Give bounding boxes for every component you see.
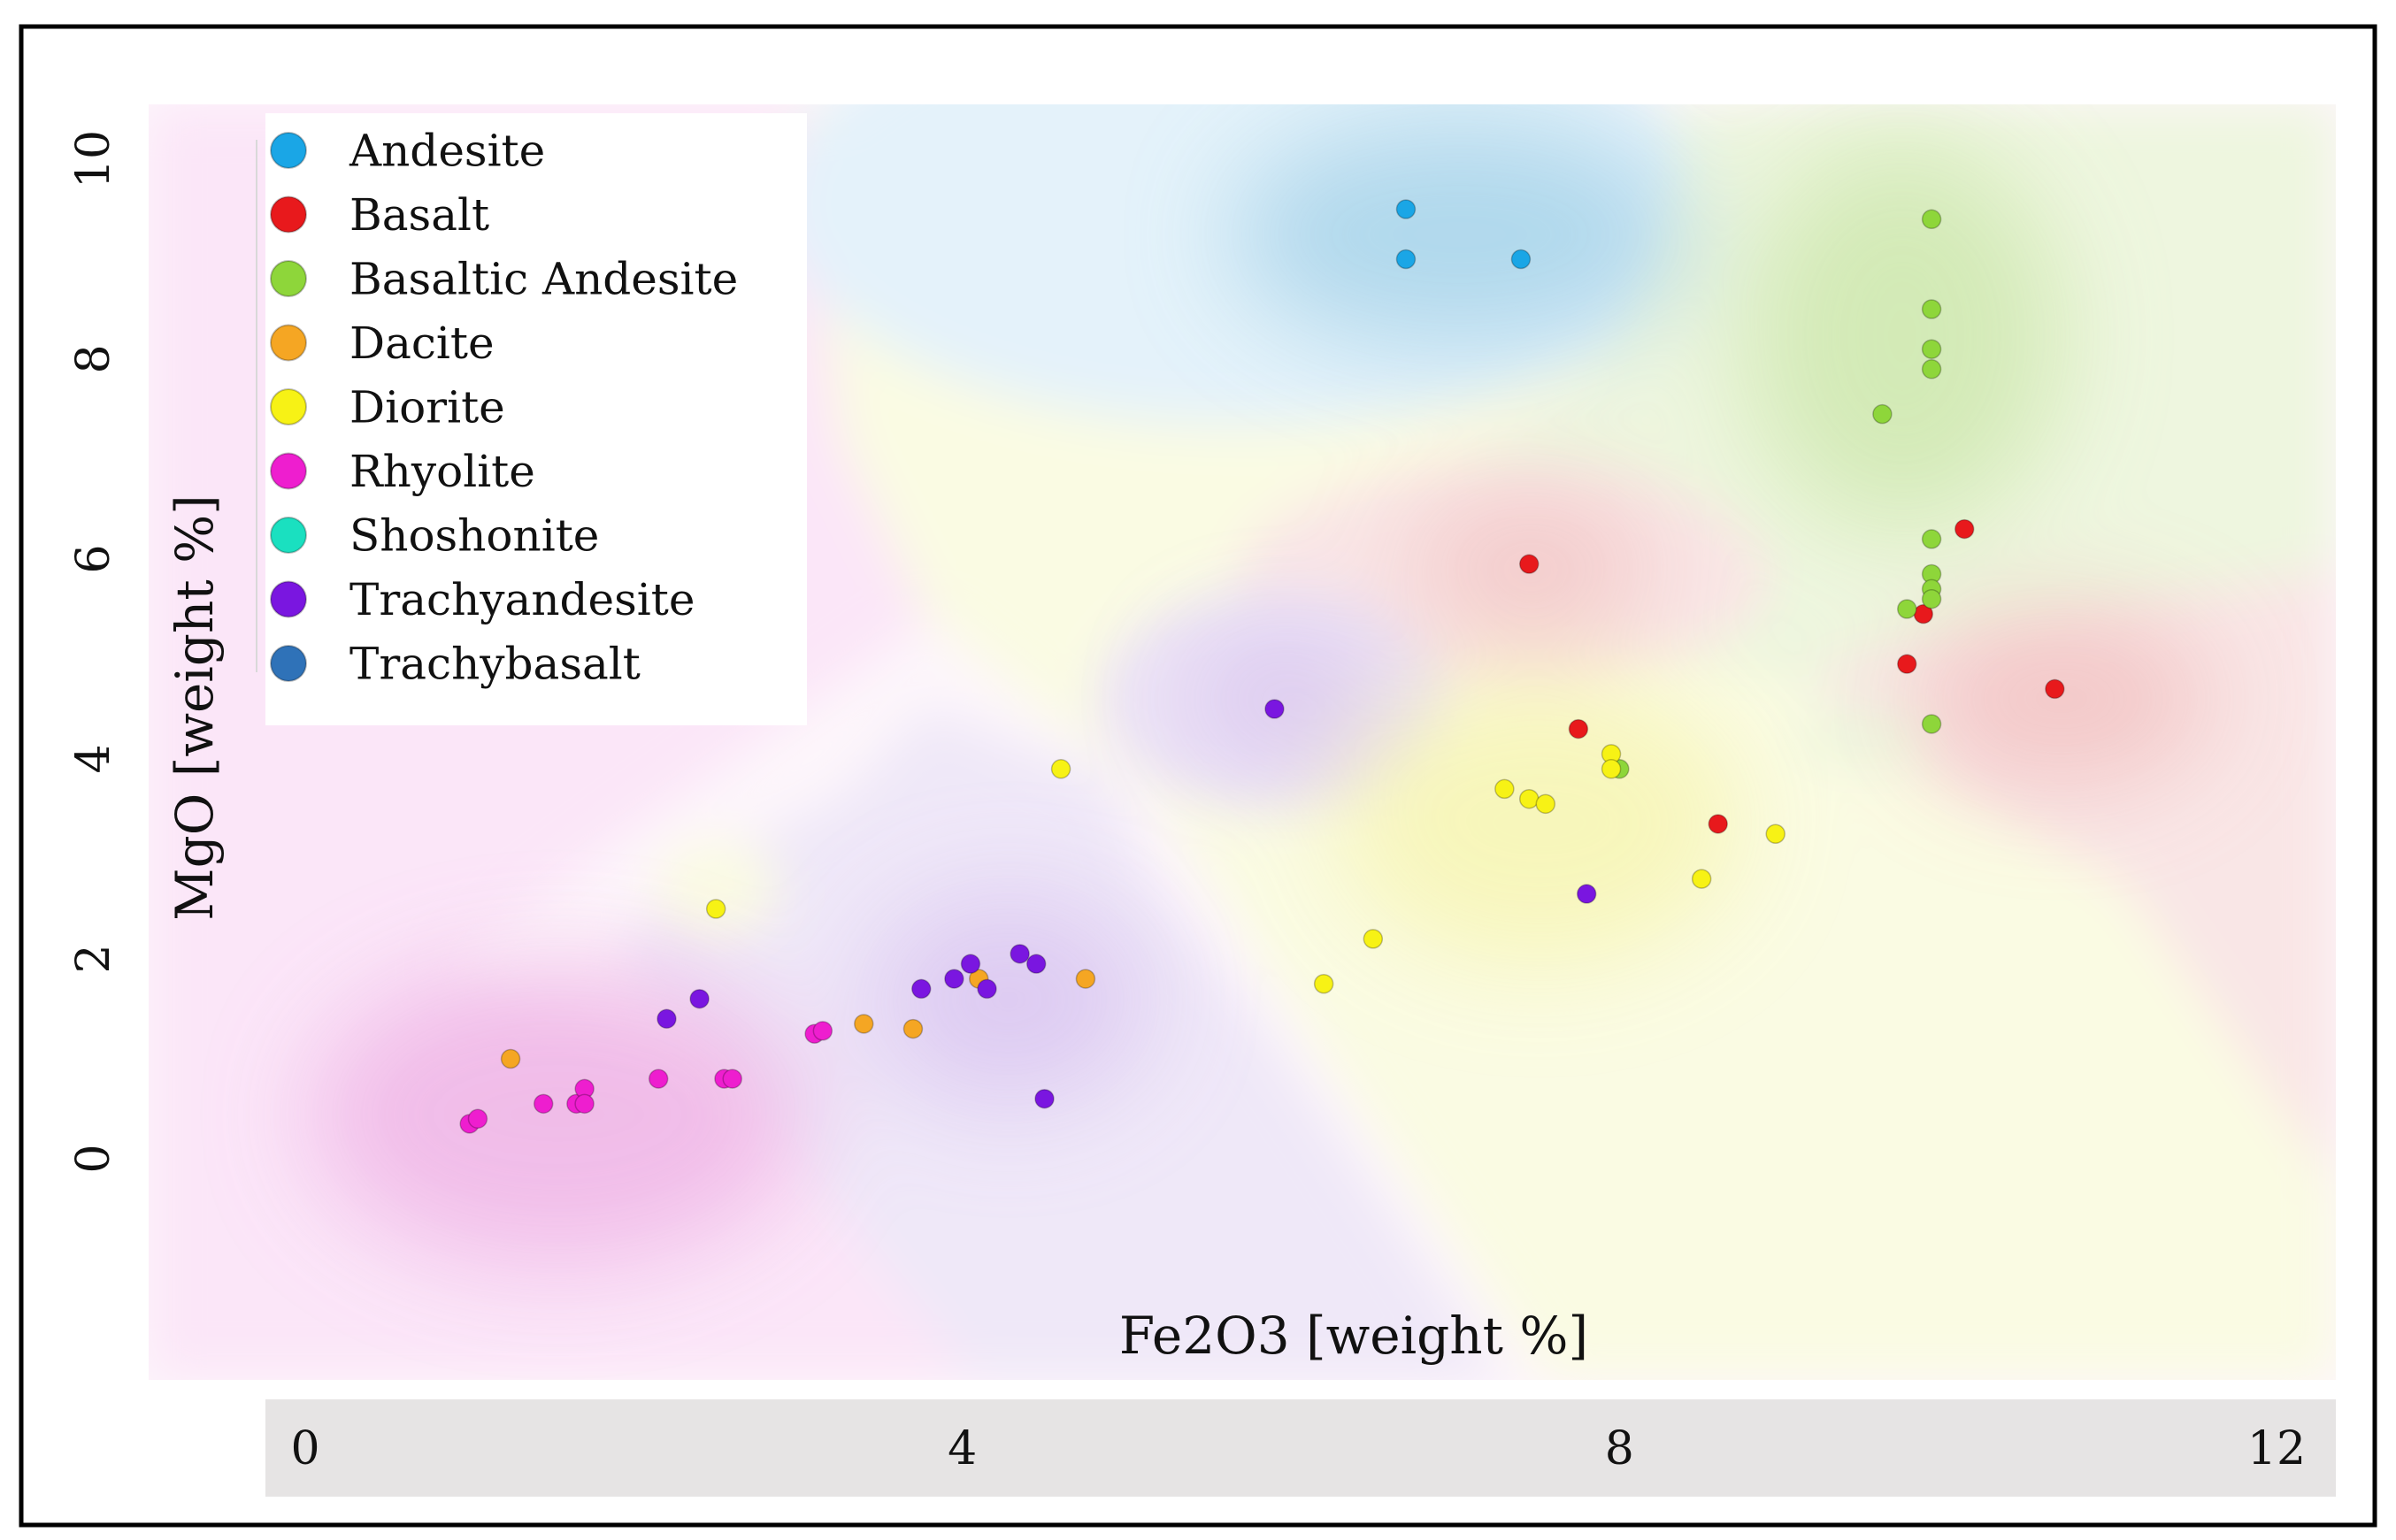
point-trachyandesite-4: [944, 969, 964, 989]
x-axis-label: Fe2O3 [weight %]: [1119, 1306, 1588, 1366]
legend-label-basaltic-andesite: Basaltic Andesite: [349, 254, 738, 305]
legend-marker-diorite: [270, 388, 307, 425]
point-diorite-4: [1363, 929, 1384, 949]
point-diorite-3: [1313, 974, 1334, 994]
point-diorite-11: [1765, 824, 1785, 844]
point-basaltic-andesite-6: [1921, 529, 1942, 549]
point-trachyandesite-6: [977, 978, 997, 1000]
point-dacite-5: [1075, 969, 1096, 989]
point-basaltic-andesite-4: [1921, 359, 1942, 379]
legend-marker-dacite: [270, 324, 307, 362]
legend-box: [265, 113, 807, 725]
point-trachyandesite-9: [1034, 1088, 1055, 1109]
point-rhyolite-9: [722, 1069, 742, 1089]
x-tick-label-8: 8: [1605, 1422, 1634, 1475]
legend-marker-trachyandesite: [270, 580, 307, 618]
point-basaltic-andesite-5: [1872, 403, 1893, 425]
point-andesite-2: [1395, 249, 1417, 270]
point-basaltic-andesite-2: [1921, 299, 1942, 319]
point-diorite-6: [1518, 788, 1540, 809]
legend-label-shoshonite: Shoshonite: [349, 510, 599, 562]
legend: Andesite Basalt Basaltic Andesite Dacite Dio…: [265, 113, 807, 725]
legend-marker-trachybasalt: [270, 645, 307, 682]
y-tick-label-6: 6: [67, 544, 120, 573]
legend-label-rhyolite: Rhyolite: [349, 446, 535, 497]
legend-label-dacite: Dacite: [349, 318, 495, 369]
point-trachyandesite-8: [1025, 954, 1047, 974]
data-points: [459, 199, 2065, 1134]
y-tick-label-10: 10: [67, 130, 120, 188]
point-trachyandesite-2: [689, 988, 710, 1009]
point-dacite-1: [500, 1048, 521, 1069]
point-basalt-6: [1954, 518, 1975, 540]
point-rhyolite-7: [648, 1069, 669, 1089]
x-axis-tick-strip: [265, 1399, 2336, 1497]
point-basaltic-andesite-1: [1921, 209, 1942, 230]
point-basaltic-andesite-3: [1921, 339, 1942, 359]
legend-label-trachyandesite: Trachyandesite: [349, 574, 695, 625]
point-dacite-3: [902, 1018, 924, 1039]
point-rhyolite-6: [574, 1093, 595, 1115]
point-trachyandesite-11: [1576, 884, 1597, 904]
point-dacite-2: [854, 1014, 874, 1034]
point-trachyandesite-3: [911, 978, 932, 1000]
point-diorite-2: [1050, 759, 1071, 779]
point-diorite-10: [1691, 869, 1712, 889]
point-basalt-4: [1897, 654, 1917, 674]
point-andesite-3: [1510, 249, 1532, 270]
x-tick-label-12: 12: [2247, 1422, 2306, 1475]
legend-label-trachybasalt: Trachybasalt: [349, 639, 641, 690]
legend-marker-shoshonite: [270, 517, 307, 554]
point-basaltic-andesite-11: [1921, 714, 1942, 734]
legend-label-diorite: Diorite: [349, 382, 505, 433]
point-trachyandesite-10: [1264, 699, 1285, 719]
y-tick-label-0: 0: [67, 1144, 120, 1173]
y-tick-label-8: 8: [67, 344, 120, 373]
point-basalt-3: [1708, 814, 1728, 834]
y-axis-label: MgO [weight %]: [165, 494, 225, 921]
point-diorite-1: [705, 899, 726, 919]
legend-label-basalt: Basalt: [349, 189, 489, 241]
point-basalt-7: [2045, 678, 2065, 700]
y-tick-label-2: 2: [67, 944, 120, 973]
point-diorite-5: [1494, 778, 1515, 800]
axis-ticks: 0 4 8 12 0 2 4 6 8 10: [67, 130, 2306, 1475]
legend-marker-basalt: [270, 195, 307, 234]
point-andesite-1: [1395, 199, 1417, 219]
x-tick-label-0: 0: [290, 1422, 319, 1475]
point-trachyandesite-1: [657, 1008, 677, 1030]
point-diorite-7: [1535, 793, 1556, 815]
point-basaltic-andesite-9: [1921, 588, 1942, 609]
x-tick-label-4: 4: [948, 1422, 977, 1475]
point-basalt-1: [1518, 554, 1540, 574]
legend-marker-andesite: [270, 132, 307, 169]
point-diorite-9: [1601, 759, 1622, 779]
point-rhyolite-11: [812, 1021, 833, 1041]
legend-marker-basaltic-andesite: [270, 260, 307, 297]
point-basalt-2: [1568, 718, 1589, 739]
point-rhyolite-3: [533, 1093, 554, 1115]
y-tick-label-4: 4: [67, 744, 120, 773]
point-rhyolite-2: [467, 1108, 488, 1130]
legend-label-andesite: Andesite: [349, 126, 545, 177]
point-basaltic-andesite-10: [1897, 599, 1917, 619]
point-trachyandesite-5: [960, 954, 981, 974]
legend-marker-rhyolite: [270, 452, 307, 490]
point-trachyandesite-7: [1010, 944, 1030, 964]
